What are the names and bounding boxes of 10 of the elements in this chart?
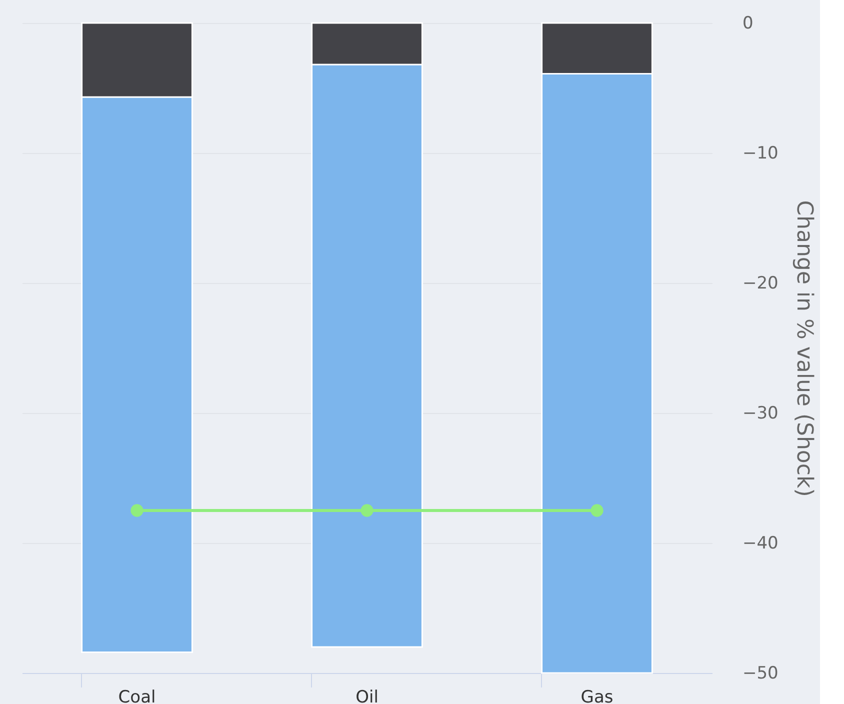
y-tick-label: −40 [742, 534, 778, 554]
x-tick-label: Oil [356, 688, 378, 704]
y-tick-label: −50 [742, 664, 778, 684]
y-tick-label: 0 [742, 14, 754, 34]
y-tick-label: −10 [742, 144, 778, 164]
x-tick-label: Gas [580, 688, 614, 704]
y-axis-title: Change in % value (Shock) [791, 200, 816, 497]
x-tick-label: Coal [118, 688, 156, 704]
y-tick-label: −30 [742, 404, 778, 424]
y-tick-label: −20 [742, 274, 778, 294]
